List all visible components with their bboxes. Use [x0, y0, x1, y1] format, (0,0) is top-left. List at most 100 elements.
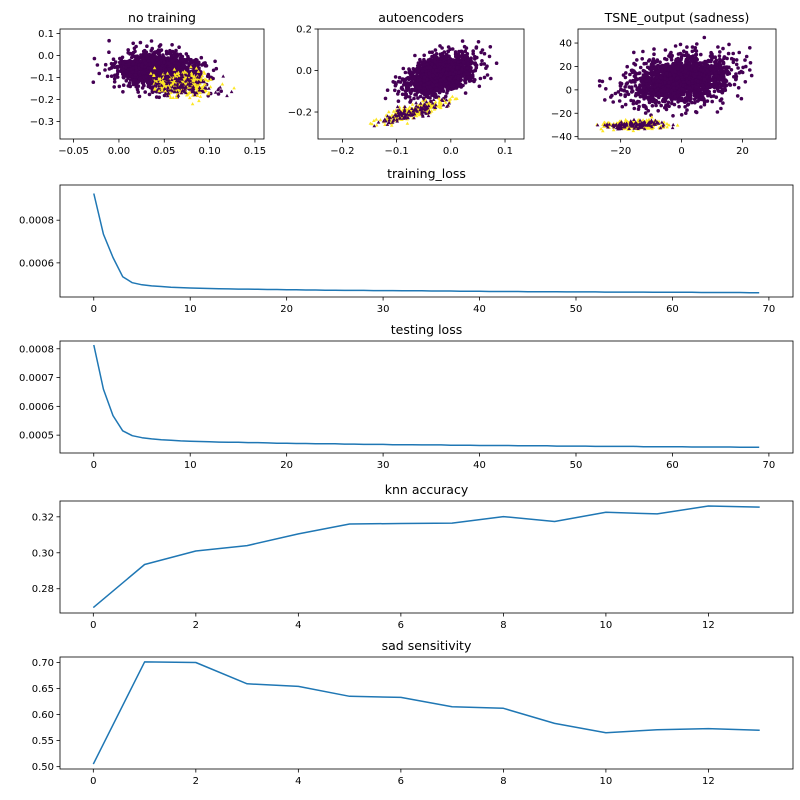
- scatter-point-majority: [146, 72, 150, 76]
- scatter-point-majority: [748, 68, 752, 72]
- scatter-point-minority: [198, 82, 202, 86]
- scatter-point-majority: [461, 60, 466, 64]
- scatter-point-minority: [372, 118, 376, 122]
- scatter-point-minority: [204, 88, 208, 92]
- scatter-point-majority: [456, 60, 461, 64]
- scatter-point-majority: [439, 85, 443, 89]
- scatter-point-majority: [480, 59, 484, 63]
- scatter-point-majority: [219, 89, 223, 93]
- scatter-point-majority: [124, 79, 129, 83]
- scatter-point-minority: [174, 95, 179, 99]
- scatter-point-majority: [170, 43, 174, 47]
- scatter-point-majority: [186, 73, 190, 77]
- scatter-point-majority: [690, 100, 694, 105]
- scatter-point-majority: [113, 60, 118, 64]
- scatter-point-majority: [418, 101, 423, 105]
- scatter-point-majority: [463, 78, 467, 83]
- scatter-point-majority: [144, 74, 148, 79]
- scatter-point-majority: [165, 94, 170, 98]
- scatter-point-majority: [140, 63, 144, 68]
- x-tick-label: −0.2: [330, 146, 354, 157]
- scatter-point-majority: [416, 105, 420, 109]
- scatter-point-majority: [149, 75, 153, 79]
- scatter-point-majority: [403, 96, 408, 100]
- scatter-point-minority: [152, 73, 156, 77]
- chart-title: no training: [128, 10, 196, 25]
- scatter-point-majority: [407, 67, 411, 71]
- scatter-point-majority: [679, 113, 684, 117]
- scatter-point-majority: [221, 74, 225, 78]
- scatter-point-majority: [441, 103, 446, 107]
- scatter-point-majority: [409, 98, 413, 103]
- scatter-point-majority: [403, 104, 407, 108]
- scatter-point-majority: [133, 73, 138, 77]
- scatter-point-majority: [428, 65, 433, 70]
- scatter-point-majority: [225, 93, 229, 98]
- scatter-point-minority: [383, 122, 387, 126]
- scatter-point-majority: [385, 88, 390, 92]
- scatter-point-majority: [743, 80, 748, 84]
- scatter-point-majority: [658, 60, 662, 64]
- scatter-point-majority: [741, 65, 745, 70]
- scatter-point-majority: [472, 79, 476, 84]
- scatter-point-majority: [186, 78, 190, 82]
- scatter-point-majority: [690, 49, 695, 54]
- scatter-point-majority: [418, 77, 422, 82]
- scatter-point-majority: [474, 46, 479, 50]
- scatter-point-majority: [444, 53, 449, 58]
- scatter-point-majority: [453, 70, 458, 74]
- scatter-point-majority: [148, 66, 153, 70]
- scatter-point-minority: [391, 109, 396, 113]
- scatter-point-majority: [426, 58, 431, 62]
- scatter-point-majority: [442, 50, 447, 54]
- scatter-point-majority: [216, 92, 221, 96]
- scatter-point-majority: [416, 64, 420, 68]
- scatter-point-majority: [131, 41, 135, 46]
- scatter-point-majority: [690, 45, 695, 49]
- scatter-point-majority: [654, 103, 658, 108]
- scatter-point-majority: [140, 86, 145, 90]
- scatter-point-majority: [137, 76, 142, 81]
- scatter-point-majority: [176, 93, 181, 97]
- scatter-point-majority: [474, 63, 478, 68]
- scatter-point-majority: [425, 66, 429, 70]
- scatter-point-majority: [155, 73, 159, 78]
- scatter-point-majority: [112, 80, 117, 84]
- scatter-point-majority: [418, 57, 422, 62]
- scatter-point-majority: [657, 100, 661, 105]
- scatter-point-majority: [405, 115, 410, 119]
- scatter-point-majority: [476, 40, 481, 44]
- scatter-point-majority: [195, 58, 199, 62]
- scatter-point-minority: [232, 86, 236, 90]
- scatter-point-majority: [611, 100, 615, 104]
- scatter-point-majority: [439, 53, 444, 57]
- x-tick-label: 0.1: [497, 146, 513, 157]
- scatter-point-majority: [431, 97, 436, 101]
- scatter-point-majority: [107, 50, 111, 54]
- scatter-point-majority: [489, 76, 493, 81]
- scatter-point-majority: [229, 89, 234, 94]
- scatter-point-majority: [187, 63, 191, 67]
- scatter-point-majority: [218, 85, 222, 89]
- scatter-point-majority: [118, 60, 122, 65]
- scatter-point-majority: [153, 84, 158, 88]
- scatter-point-majority: [438, 62, 442, 66]
- scatter-point-majority: [173, 82, 177, 86]
- scatter-point-majority: [138, 72, 142, 76]
- scatter-point-majority: [420, 112, 425, 116]
- scatter-point-majority: [482, 51, 487, 56]
- scatter-point-majority: [143, 61, 148, 65]
- scatter-point-majority: [482, 75, 487, 80]
- scatter-point-minority: [405, 121, 410, 125]
- scatter-point-majority: [422, 104, 427, 108]
- scatter-point-majority: [385, 122, 390, 126]
- scatter-point-majority: [384, 119, 388, 123]
- scatter-point-majority: [92, 56, 97, 61]
- scatter-point-majority: [180, 68, 185, 72]
- scatter-point-majority: [743, 58, 747, 62]
- scatter-point-majority: [461, 83, 465, 88]
- scatter-point-minority: [386, 110, 391, 114]
- scatter-point-majority: [176, 76, 181, 80]
- chart-title: autoencoders: [378, 10, 464, 25]
- scatter-point-minority: [198, 94, 203, 98]
